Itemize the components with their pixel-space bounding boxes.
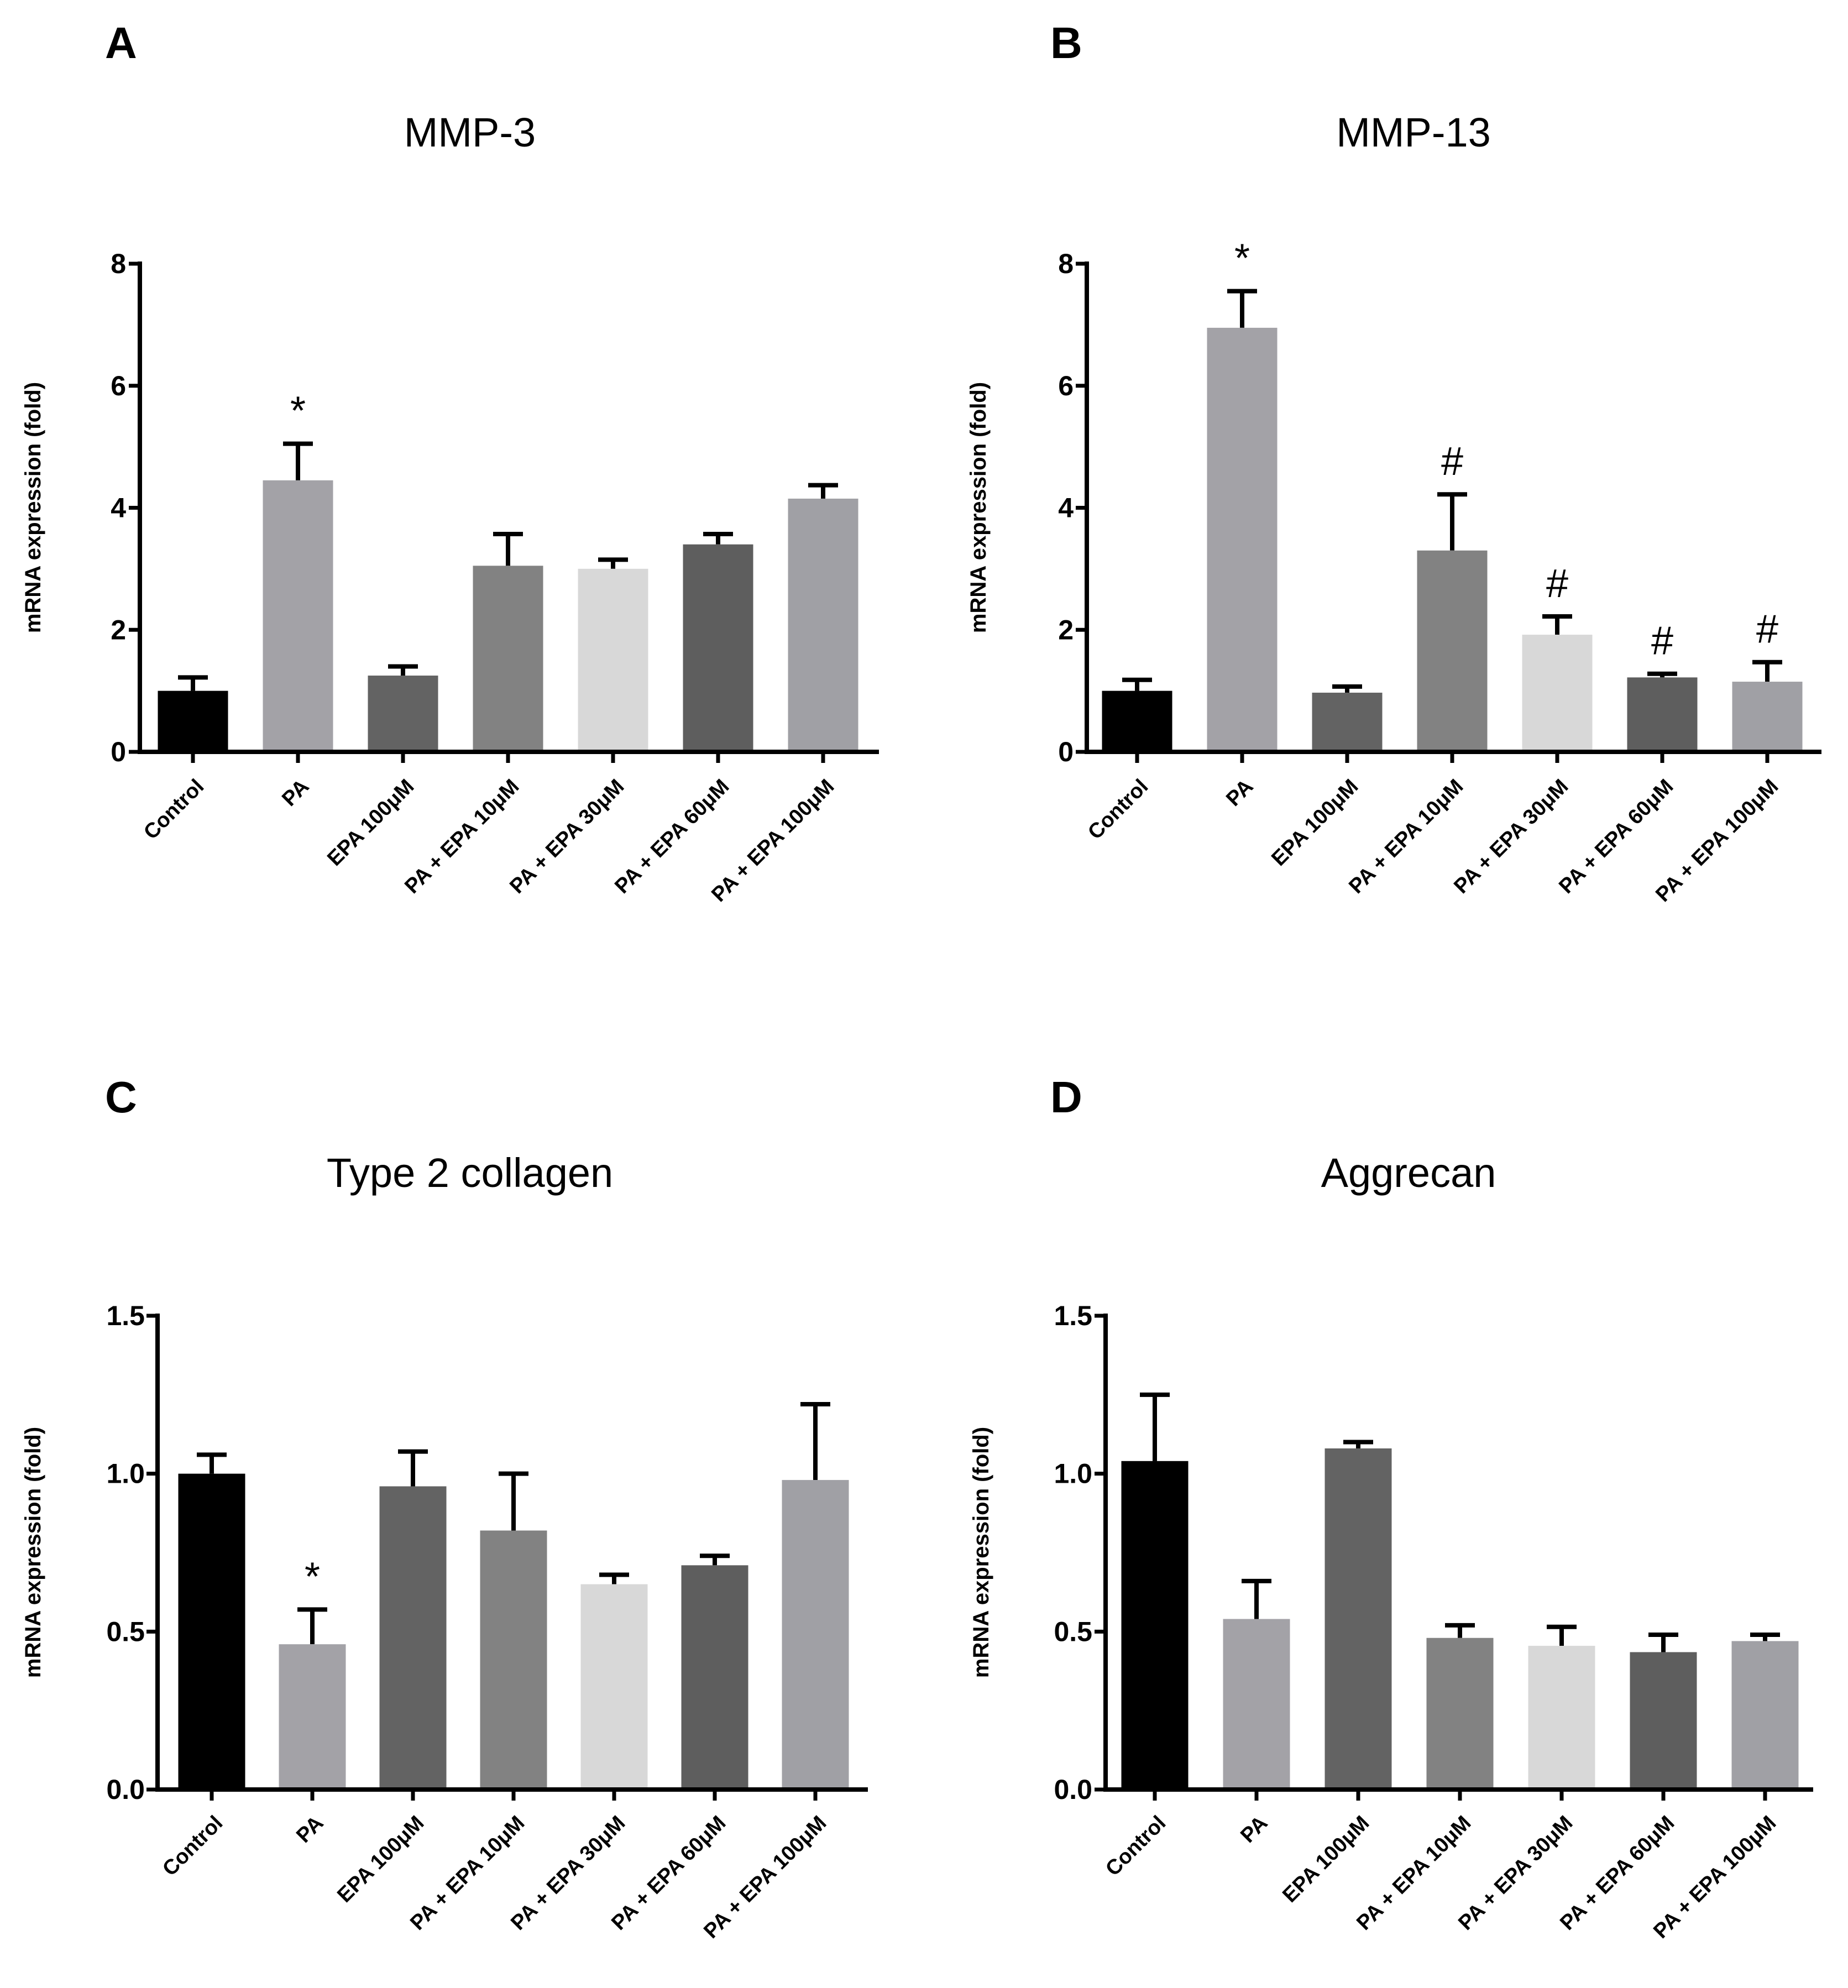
y-tick-label: 0.5 bbox=[1054, 1616, 1092, 1647]
panel-letter: C bbox=[105, 1073, 137, 1122]
panel-letter: B bbox=[1050, 18, 1082, 67]
significance-mark: # bbox=[1756, 608, 1778, 652]
y-tick-label: 0 bbox=[111, 736, 126, 767]
bar-6 bbox=[1630, 1652, 1697, 1790]
bar-4 bbox=[473, 566, 543, 752]
bar-6 bbox=[683, 544, 753, 752]
y-tick-label: 1.5 bbox=[1054, 1300, 1092, 1331]
y-axis-label: mRNA expression (fold) bbox=[21, 1427, 45, 1678]
bar-1 bbox=[178, 1473, 245, 1790]
bar-3 bbox=[1325, 1448, 1392, 1790]
chart-title: Type 2 collagen bbox=[327, 1150, 613, 1196]
category-label: PA bbox=[1222, 775, 1258, 811]
chart-title: Aggrecan bbox=[1321, 1150, 1496, 1196]
y-tick-label: 0.0 bbox=[1054, 1774, 1092, 1805]
category-label: EPA 100μM bbox=[1267, 775, 1363, 871]
bar-6 bbox=[681, 1565, 748, 1790]
category-label: PA + EPA 10μM bbox=[400, 775, 523, 898]
category-label: EPA 100μM bbox=[1278, 1812, 1374, 1907]
y-tick-label: 1.5 bbox=[106, 1300, 145, 1331]
y-tick-label: 0.0 bbox=[106, 1774, 145, 1805]
bar-2 bbox=[279, 1644, 346, 1790]
category-label: EPA 100μM bbox=[333, 1812, 428, 1907]
significance-mark: # bbox=[1546, 562, 1568, 606]
y-tick-label: 1.0 bbox=[106, 1458, 145, 1489]
bar-3 bbox=[379, 1486, 447, 1790]
y-tick-label: 2 bbox=[111, 614, 126, 645]
y-tick-label: 8 bbox=[111, 248, 126, 279]
chart-panel-b: B MMP-13 mRNA expression (fold) Control PA * E… bbox=[966, 18, 1821, 907]
y-tick-label: 6 bbox=[1058, 370, 1074, 401]
y-tick-label: 4 bbox=[1058, 493, 1074, 524]
bar-5 bbox=[578, 568, 648, 752]
y-axis-label: mRNA expression (fold) bbox=[21, 382, 45, 633]
bar-1 bbox=[158, 690, 228, 752]
bar-4 bbox=[1426, 1638, 1494, 1790]
category-label: Control bbox=[139, 775, 208, 844]
bar-1 bbox=[1121, 1461, 1189, 1790]
chart-title: MMP-13 bbox=[1336, 109, 1491, 155]
category-label: Control bbox=[1101, 1812, 1170, 1881]
significance-mark: # bbox=[1441, 440, 1463, 484]
bar-5 bbox=[1522, 635, 1593, 752]
bar-2 bbox=[1207, 327, 1278, 752]
y-tick-label: 2 bbox=[1058, 614, 1074, 645]
bar-6 bbox=[1627, 677, 1698, 752]
chart-panel-a: A MMP-3 mRNA expression (fold) Control PA * EP… bbox=[21, 18, 879, 907]
significance-mark: # bbox=[1651, 619, 1673, 663]
bar-1 bbox=[1102, 690, 1172, 752]
bar-4 bbox=[1417, 550, 1488, 752]
category-label: PA + EPA 30μM bbox=[505, 775, 629, 898]
y-tick-label: 1.0 bbox=[1054, 1458, 1092, 1489]
significance-mark: * bbox=[1234, 237, 1250, 281]
bar-4 bbox=[480, 1530, 547, 1790]
chart-title: MMP-3 bbox=[404, 109, 536, 155]
category-label: Control bbox=[158, 1812, 227, 1881]
y-tick-label: 4 bbox=[111, 493, 126, 524]
bar-7 bbox=[782, 1480, 849, 1790]
panel-letter: A bbox=[105, 18, 137, 67]
category-label: PA + EPA 30μM bbox=[1449, 775, 1573, 898]
panel-letter: D bbox=[1050, 1073, 1082, 1122]
y-tick-label: 8 bbox=[1058, 248, 1074, 279]
y-tick-label: 6 bbox=[111, 370, 126, 401]
bar-3 bbox=[368, 676, 438, 752]
bar-7 bbox=[1731, 1641, 1799, 1790]
y-tick-label: 0.5 bbox=[106, 1616, 145, 1647]
bar-5 bbox=[580, 1584, 648, 1790]
bar-2 bbox=[1223, 1619, 1290, 1790]
category-label: PA bbox=[292, 1812, 328, 1848]
significance-mark: * bbox=[305, 1555, 320, 1599]
bar-2 bbox=[263, 480, 333, 752]
bar-7 bbox=[788, 498, 858, 752]
category-label: Control bbox=[1083, 775, 1153, 844]
category-label: EPA 100μM bbox=[323, 775, 418, 871]
chart-panel-d: D Aggrecan mRNA expression (fold) Control PA… bbox=[969, 1073, 1813, 1943]
y-axis-label: mRNA expression (fold) bbox=[966, 382, 991, 633]
chart-panel-c: C Type 2 collagen mRNA expression (fold) Co… bbox=[21, 1073, 868, 1943]
category-label: PA + EPA 60μM bbox=[610, 775, 734, 898]
bar-3 bbox=[1312, 692, 1383, 752]
category-label: PA + EPA 10μM bbox=[1344, 775, 1468, 898]
y-tick-label: 0 bbox=[1058, 736, 1074, 767]
category-label: PA bbox=[278, 775, 313, 811]
bar-7 bbox=[1732, 682, 1803, 752]
category-label: PA + EPA 60μM bbox=[1554, 775, 1678, 898]
significance-mark: * bbox=[290, 389, 306, 433]
category-label: PA bbox=[1236, 1812, 1272, 1848]
bar-5 bbox=[1528, 1646, 1595, 1790]
y-axis-label: mRNA expression (fold) bbox=[969, 1427, 993, 1678]
